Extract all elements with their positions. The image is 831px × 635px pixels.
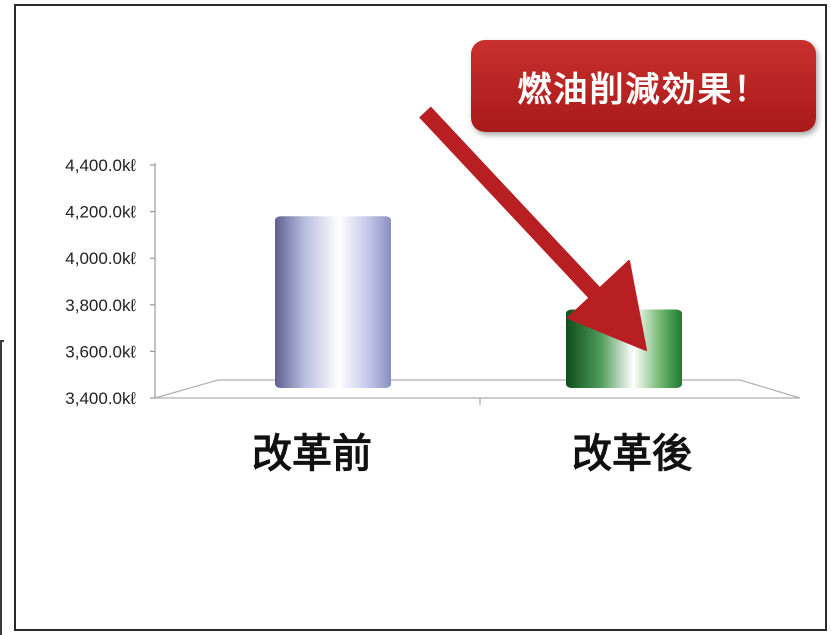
chart-floor	[154, 379, 801, 405]
frame-edge	[0, 340, 4, 635]
floor-plane	[154, 379, 801, 399]
arrow-shaft	[419, 106, 609, 308]
arrow-head	[567, 260, 647, 351]
category-labels: 改革前 改革後	[252, 430, 693, 477]
y-tick-label: 3,400.0kℓ	[65, 389, 136, 408]
bar-1	[275, 216, 391, 388]
y-tick-label: 4,400.0kℓ	[65, 156, 136, 175]
y-tick-label: 4,000.0kℓ	[65, 249, 136, 268]
down-arrow-icon	[419, 106, 647, 351]
y-tick-label: 4,200.0kℓ	[65, 203, 136, 222]
bar-series	[275, 216, 682, 388]
callout-text: 燃油削減効果！	[517, 69, 770, 110]
callout-badge: 燃油削減効果！	[471, 40, 816, 132]
x-category-label: 改革前	[252, 430, 372, 477]
y-tick-label: 3,800.0kℓ	[65, 296, 136, 315]
y-tick-label: 3,600.0kℓ	[65, 342, 136, 361]
x-category-label: 改革後	[572, 430, 693, 477]
y-axis: 4,400.0kℓ 4,200.0kℓ 4,000.0kℓ 3,800.0kℓ 3,60…	[65, 156, 156, 408]
